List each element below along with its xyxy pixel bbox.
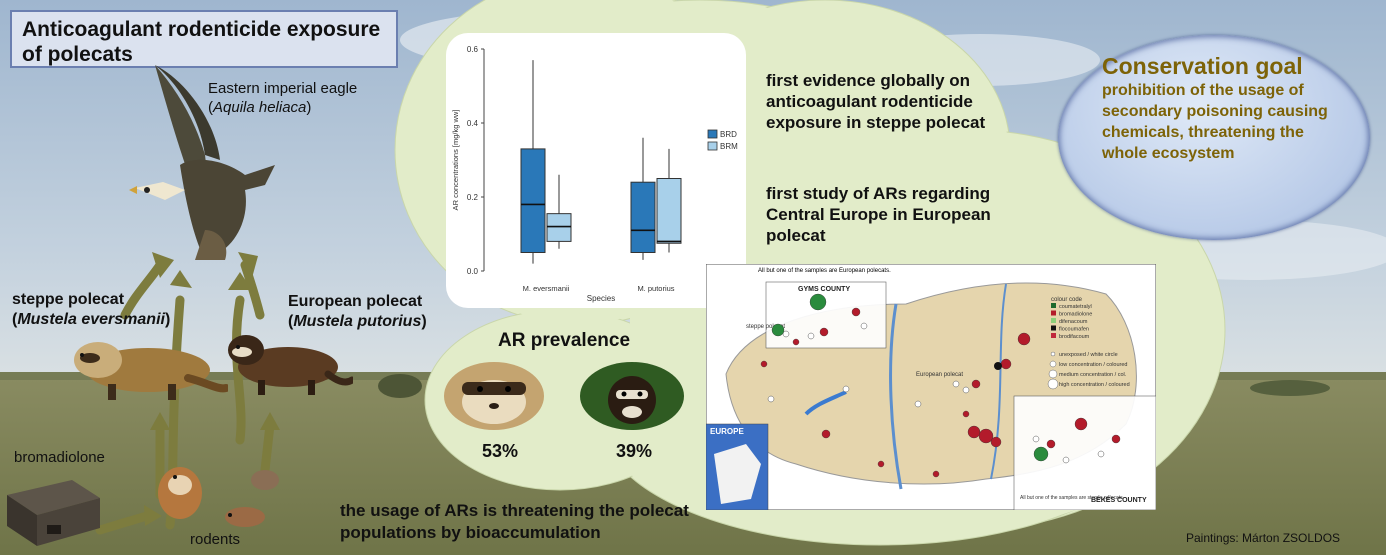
size-code-circle <box>1047 378 1059 390</box>
y-axis-label: AR concentrations [mg/kg ww] <box>451 110 460 211</box>
colour-swatch <box>1051 325 1056 331</box>
size-code-circle <box>1049 360 1057 368</box>
map-note-top: All but one of the samples are European … <box>758 268 891 274</box>
finding-first: first evidence globally on anticoagulant… <box>766 71 986 132</box>
colour-swatch <box>1051 318 1056 323</box>
y-tick-label: 0.6 <box>467 45 479 54</box>
size-code-circle <box>1048 369 1058 379</box>
box-brm <box>546 213 572 242</box>
finding-second: first study of ARs regarding Central Eur… <box>766 184 991 245</box>
prevalence-heading: AR prevalence <box>498 330 631 351</box>
eagle-latin-name: Aquila heliaca <box>213 99 307 116</box>
y-tick-label: 0.2 <box>467 193 479 202</box>
size-code-label: high concentration / coloured <box>1059 382 1130 388</box>
size-code-label: low concentration / coloured <box>1059 362 1127 368</box>
bottom-message: the usage of ARs is threatening the pole… <box>340 501 689 542</box>
rodents-illustration <box>158 467 279 527</box>
gyms-county-inset <box>765 281 887 349</box>
x-tick-label: M. eversmanii <box>523 284 570 293</box>
european-polecat-photo <box>580 362 684 430</box>
colour-code-label: coumatetralyl <box>1059 304 1092 310</box>
ar-concentration-boxplot: 0.0 0.2 0.4 0.6 AR concentrations [mg/kg ww]… <box>446 33 746 308</box>
colour-code-title: colour code <box>1051 297 1083 303</box>
european-prevalence-value: 39% <box>616 441 653 461</box>
steppe-polecat-latin-name: Mustela eversmanii <box>17 311 165 328</box>
steppe-polecat-photo <box>444 362 544 430</box>
colour-code-label: flocoumafen <box>1059 327 1089 333</box>
page-title: Anticoagulant rodenticide exposure of po… <box>10 10 398 68</box>
box-brm <box>656 178 682 244</box>
colour-code-label: brodifacoum <box>1059 334 1090 340</box>
box-brd <box>630 181 656 253</box>
map-note-bottom: All but one of the samples are steppe po… <box>1020 495 1124 501</box>
colour-code-label: bromadiolone <box>1059 312 1092 318</box>
legend-label-brd: BRD <box>720 130 737 139</box>
box-brd <box>520 148 546 253</box>
conservation-goal-bubble <box>1058 35 1370 240</box>
steppe-region-label: steppe polecat <box>746 324 785 330</box>
europe-inset-label: EUROPE <box>710 427 744 436</box>
boxplot-card <box>446 33 746 308</box>
eagle-illustration <box>129 65 275 260</box>
y-tick-label: 0.4 <box>467 119 479 128</box>
conservation-goal-text: prohibition of the usage of secondary po… <box>1102 82 1328 162</box>
hungary-sample-map: EUROPE GYMS COUNTY BÉKÉS COUNTY All but … <box>706 264 1156 510</box>
european-polecat-illustration <box>228 335 353 395</box>
colour-code-label: difenacoum <box>1059 319 1088 325</box>
eagle-common-name: Eastern imperial eagle <box>208 80 358 97</box>
legend-swatch-brm <box>707 141 718 151</box>
bait-box-illustration <box>7 480 100 546</box>
size-code-label: medium concentration / col. <box>1059 372 1127 378</box>
painting-credit: Paintings: Márton ZSOLDOS <box>1186 531 1341 545</box>
bekes-county-label: BÉKÉS COUNTY <box>1091 495 1147 504</box>
legend-swatch-brd <box>707 129 718 139</box>
colour-swatch <box>1051 303 1056 308</box>
bromadiolone-label: bromadiolone <box>14 449 105 466</box>
gyms-county-label: GYMS COUNTY <box>798 286 850 293</box>
colour-swatch <box>1051 333 1056 338</box>
steppe-polecat-illustration <box>74 342 228 400</box>
european-region-label: European polecat <box>916 372 963 378</box>
steppe-prevalence-value: 53% <box>482 441 519 461</box>
y-tick-label: 0.0 <box>467 267 479 276</box>
legend-label-brm: BRM <box>720 142 738 151</box>
x-axis-label: Species <box>587 294 615 303</box>
european-polecat-common-name: European polecat <box>288 293 423 310</box>
size-code-circle <box>1050 351 1056 357</box>
x-tick-label: M. putorius <box>637 284 674 293</box>
european-polecat-latin-name: Mustela putorius <box>293 313 422 330</box>
rodents-label: rodents <box>190 531 241 548</box>
steppe-polecat-common-name: steppe polecat <box>12 291 125 308</box>
conservation-goal-heading: Conservation goal <box>1102 53 1303 79</box>
colour-swatch <box>1051 310 1056 316</box>
size-code-label: unexposed / white circle <box>1059 352 1118 358</box>
